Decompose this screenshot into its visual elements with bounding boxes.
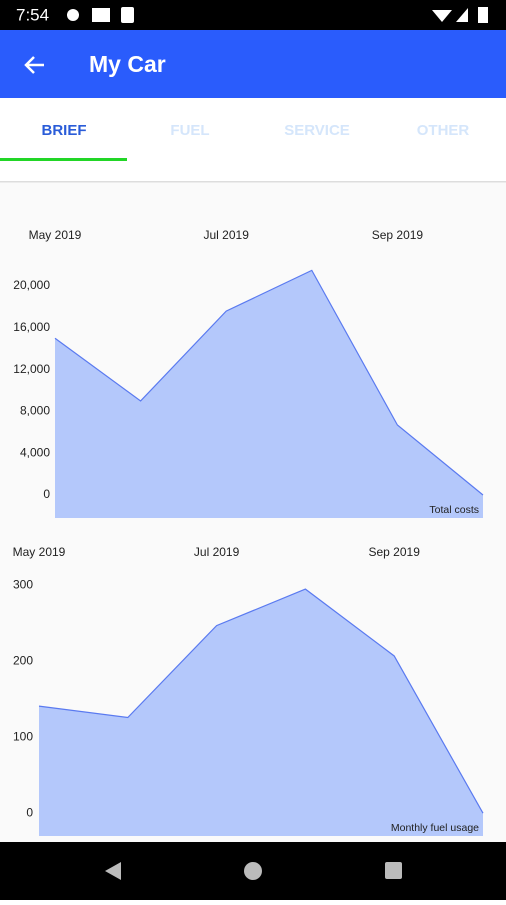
tab[interactable]: SERVICE (284, 122, 350, 139)
divider (0, 181, 506, 183)
y-tick-label: 200 (13, 653, 33, 667)
area-line (54, 269, 484, 496)
nav-home[interactable] (244, 862, 262, 880)
sd-icon (121, 7, 134, 23)
y-tick-label: 4,000 (20, 445, 50, 459)
y-tick-label: 0 (43, 487, 50, 501)
status-time: 7:54 (16, 5, 49, 24)
x-tick-label: Sep 2019 (372, 228, 424, 242)
x-tick-label: May 2019 (13, 545, 66, 559)
status-bar (0, 0, 506, 30)
annotation: Monthly fuel usage (391, 822, 479, 834)
x-tick-label: May 2019 (29, 228, 82, 242)
area (55, 270, 483, 518)
area (39, 589, 483, 836)
tab-bar (0, 98, 506, 182)
x-tick-label: Jul 2019 (204, 228, 250, 242)
tab[interactable]: OTHER (417, 122, 470, 139)
y-tick-label: 300 (13, 577, 33, 591)
mail-icon (92, 8, 110, 22)
y-tick-label: 20,000 (13, 278, 50, 292)
back-button[interactable] (24, 56, 44, 74)
nav-back[interactable] (105, 862, 121, 880)
y-tick-label: 100 (13, 729, 33, 743)
tab-indicator (0, 158, 127, 161)
tab[interactable]: FUEL (170, 122, 209, 139)
signal-icon (456, 8, 468, 22)
area-line (38, 588, 484, 814)
annotation: Total costs (429, 504, 479, 516)
y-tick-label: 8,000 (20, 404, 50, 418)
nav-recents[interactable] (385, 862, 402, 879)
y-tick-label: 0 (26, 805, 33, 819)
app-bar (0, 30, 506, 98)
y-tick-label: 16,000 (13, 320, 50, 334)
settings-icon (67, 9, 79, 21)
charts: 0 4,000 8,000 12,000 16,000 20,000 May 2019 Jul… (13, 228, 484, 836)
wifi-icon (432, 10, 452, 22)
y-tick-label: 12,000 (13, 362, 50, 376)
x-tick-label: Jul 2019 (194, 545, 240, 559)
tab[interactable]: BRIEF (42, 122, 87, 139)
battery-icon (478, 7, 488, 23)
app-title: My Car (89, 51, 166, 77)
x-tick-label: Sep 2019 (369, 545, 421, 559)
